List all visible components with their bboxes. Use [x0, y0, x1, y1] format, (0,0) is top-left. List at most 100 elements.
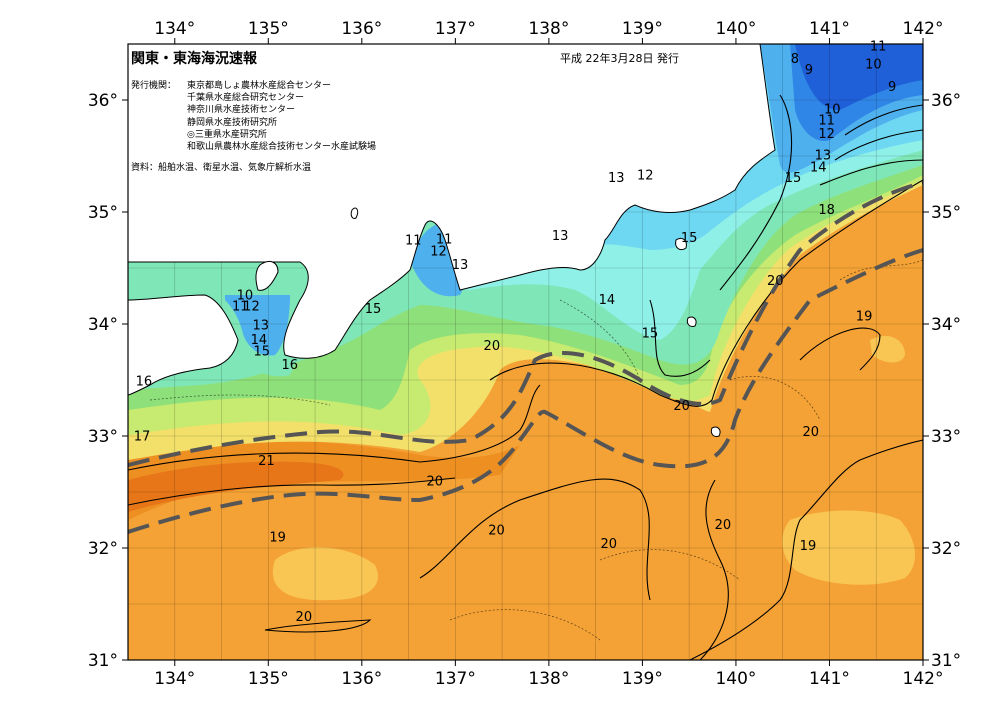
contour-label: 13 — [608, 171, 625, 186]
agency-item: 神奈川県水産技術センター — [187, 105, 296, 116]
agency-item: 静岡県水産技術研究所 — [187, 117, 278, 128]
lat-tick-label: 34° — [88, 315, 118, 335]
contour-label: 15 — [681, 231, 698, 246]
contour-label: 15 — [253, 344, 270, 359]
lon-tick-label: 135° — [248, 19, 289, 39]
contour-label: 15 — [365, 302, 382, 317]
lon-tick-label: 137° — [435, 669, 476, 689]
contour-label: 8 — [791, 52, 799, 67]
contour-label: 10 — [865, 58, 882, 73]
contour-label: 20 — [767, 274, 784, 289]
lon-tick-label: 140° — [715, 19, 756, 39]
isotherms — [128, 94, 923, 660]
lat-tick-label: 32° — [88, 539, 118, 559]
lon-tick-label: 134° — [154, 19, 195, 39]
contour-label: 13 — [552, 229, 569, 244]
lat-tick-label: 31° — [931, 651, 961, 671]
contour-label: 14 — [599, 293, 616, 308]
contour-label: 10 — [824, 102, 841, 117]
lon-tick-label: 138° — [528, 19, 569, 39]
agency-item: 千葉県水産総合研究センター — [187, 93, 305, 104]
lon-tick-label: 142° — [903, 19, 944, 39]
contour-label: 20 — [673, 399, 690, 414]
lon-tick-label: 135° — [248, 669, 289, 689]
contour-label: 13 — [253, 319, 270, 334]
contour-label: 11 — [405, 233, 422, 248]
contour-label: 12 — [818, 127, 835, 142]
minor-isotherms — [149, 259, 923, 641]
lon-tick-label: 137° — [435, 19, 476, 39]
kuroshio-axis — [128, 181, 923, 534]
lon-tick-label: 141° — [809, 19, 850, 39]
map-frame — [127, 43, 924, 661]
agency-item: 東京都島しょ農林水産総合センター — [187, 81, 332, 91]
lon-tick-label: 140° — [715, 669, 756, 689]
lon-tick-label: 139° — [622, 19, 663, 39]
lat-tick-label: 33° — [88, 427, 118, 447]
contour-label: 19 — [269, 530, 286, 545]
map-axes: 134° 134° 135° 135° 136° 136° 137° 137° 138° 138°… — [88, 19, 961, 689]
lat-tick-label: 36° — [931, 91, 961, 111]
miyakejima — [710, 426, 721, 437]
sado-like-islet — [350, 207, 359, 219]
lon-tick-label: 141° — [809, 669, 850, 689]
contour-label: 15 — [642, 326, 659, 341]
lat-tick-label: 36° — [88, 91, 118, 111]
land — [128, 44, 776, 437]
lon-tick-label: 142° — [903, 669, 944, 689]
lon-tick-label: 139° — [622, 669, 663, 689]
agency-label: 発行機関： — [131, 81, 177, 91]
lon-tick-label: 136° — [341, 19, 382, 39]
contour-label: 11 — [232, 300, 249, 315]
lat-tick-label: 35° — [88, 203, 118, 223]
izu-oshima — [675, 237, 687, 251]
niijima — [686, 316, 697, 327]
agency-list: 東京都島しょ農林水産総合センター 千葉県水産総合研究センター 神奈川県水産技術セ… — [187, 80, 376, 153]
contour-label: 15 — [785, 171, 802, 186]
contour-label: 11 — [870, 40, 887, 55]
lon-tick-label: 138° — [528, 669, 569, 689]
agency-item: 和歌山県農林水産総合技術センター水産試験場 — [187, 142, 377, 153]
contour-label: 11 — [818, 114, 835, 129]
lon-tick-label: 134° — [154, 669, 195, 689]
data-source: 資料：船舶水温、衛星水温、気象庁解析水温 — [131, 163, 312, 173]
contour-label: 18 — [818, 203, 835, 218]
contour-label: 21 — [258, 454, 275, 469]
lat-tick-label: 31° — [88, 651, 118, 671]
contour-label: 20 — [427, 474, 444, 489]
contour-label: 12 — [637, 169, 654, 184]
contour-label: 14 — [810, 161, 827, 176]
contour-label: 19 — [800, 539, 817, 554]
contour-label: 20 — [296, 610, 313, 625]
lat-tick-label: 32° — [931, 539, 961, 559]
contour-label: 9 — [888, 80, 896, 95]
honshu-land — [128, 44, 776, 359]
lat-tick-label: 33° — [931, 427, 961, 447]
lat-tick-label: 34° — [931, 315, 961, 335]
contour-label: 20 — [600, 537, 617, 552]
shikoku-land — [128, 294, 239, 396]
lat-tick-label: 35° — [931, 203, 961, 223]
contour-label: 20 — [488, 524, 505, 539]
contour-label: 20 — [484, 339, 501, 354]
awaji-island — [255, 261, 279, 291]
contour-label: 9 — [805, 63, 813, 78]
contour-label: 16 — [282, 358, 299, 373]
report-title: 関東・東海海況速報 — [131, 51, 257, 67]
contour-label: 13 — [815, 148, 832, 163]
issue-date: 平成 22年3月28日 発行 — [560, 52, 679, 65]
contour-label: 10 — [237, 288, 254, 303]
contour-label: 13 — [452, 258, 469, 273]
contour-label: 20 — [802, 425, 819, 440]
contour-label: 17 — [134, 429, 151, 444]
contour-label: 11 — [436, 232, 453, 247]
contour-label: 12 — [430, 245, 447, 260]
lon-tick-label: 136° — [341, 669, 382, 689]
contour-label: 19 — [856, 310, 873, 325]
contour-label: 16 — [136, 375, 153, 390]
contour-label: 14 — [251, 333, 268, 348]
agency-item: ◎三重県水産研究所 — [187, 129, 267, 140]
contour-label: 20 — [715, 518, 732, 533]
